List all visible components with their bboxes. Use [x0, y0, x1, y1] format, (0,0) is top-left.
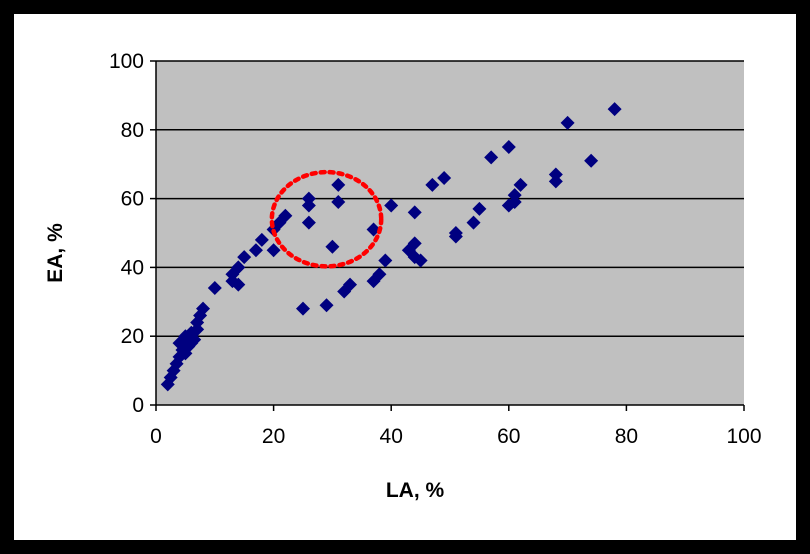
data-point	[413, 253, 428, 268]
data-point	[372, 267, 387, 282]
data-point	[278, 208, 293, 223]
tick-labels: 0 20 40 60 80 100 0 20 40 60 80 100	[109, 50, 762, 448]
y-tick-label: 0	[132, 394, 144, 417]
data-point	[343, 277, 358, 292]
axes	[150, 60, 745, 411]
data-point	[548, 167, 563, 182]
y-axis-title: EA, %	[44, 223, 67, 283]
data-point	[584, 153, 599, 168]
data-point	[484, 150, 499, 165]
data-point	[607, 102, 622, 117]
data-point	[254, 232, 269, 247]
chart-frame: 0 20 40 60 80 100 0 20 40 60 80 100 LA, % EA, %	[14, 14, 796, 540]
y-tick-label: 100	[109, 50, 144, 73]
data-point	[331, 177, 346, 192]
data-point	[466, 215, 481, 230]
data-point	[248, 243, 263, 258]
data-point	[366, 222, 381, 237]
data-point	[231, 277, 246, 292]
x-tick-label: 0	[150, 425, 162, 448]
data-point	[501, 140, 516, 154]
data-point	[407, 205, 422, 220]
x-tick-label: 40	[380, 425, 403, 448]
data-point	[296, 301, 310, 316]
data-point	[301, 215, 316, 230]
data-point	[425, 177, 440, 192]
data-point	[472, 201, 487, 216]
data-point	[325, 239, 340, 254]
data-point	[378, 253, 393, 268]
x-tick-label: 80	[615, 425, 638, 448]
scatter-chart: 0 20 40 60 80 100 0 20 40 60 80 100 LA, % EA, %	[44, 50, 762, 502]
y-tick-label: 80	[121, 119, 144, 142]
y-tick-label: 60	[121, 188, 144, 211]
data-point	[407, 236, 422, 251]
data-point	[207, 281, 222, 296]
x-tick-label: 60	[497, 425, 520, 448]
data-point	[301, 191, 316, 206]
data-point	[266, 243, 281, 258]
y-tick-label: 40	[121, 256, 144, 279]
data-point	[560, 115, 575, 130]
gridlines	[156, 60, 744, 337]
data-point	[196, 301, 211, 316]
x-axis-title: LA, %	[386, 479, 445, 502]
data-point	[331, 195, 346, 210]
data-point	[437, 170, 452, 185]
data-point	[513, 177, 528, 192]
data-point	[507, 188, 522, 203]
data-point	[384, 198, 399, 213]
data-point	[319, 298, 334, 313]
data-point	[407, 250, 422, 265]
x-tick-label: 100	[726, 425, 761, 448]
x-tick-label: 20	[262, 425, 285, 448]
y-tick-label: 20	[121, 325, 144, 348]
data-point	[237, 250, 252, 265]
data-point	[448, 226, 463, 240]
highlight-circle	[269, 169, 384, 269]
data-point	[231, 260, 246, 275]
data-point	[187, 332, 202, 347]
data-points	[160, 102, 622, 392]
